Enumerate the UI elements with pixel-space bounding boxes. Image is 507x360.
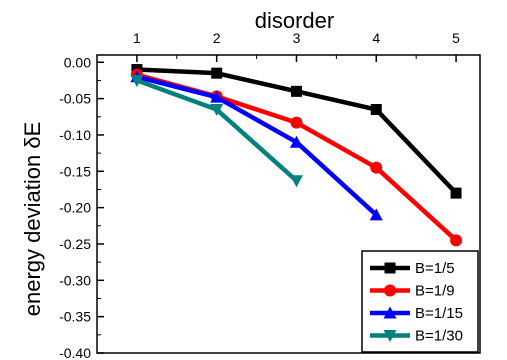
series-line	[136, 74, 378, 217]
legend-label: B=1/5	[415, 260, 455, 277]
x-tick-label: 2	[213, 30, 221, 46]
data-point	[370, 161, 383, 174]
y-tick-label: -0.30	[59, 272, 91, 288]
series-lines	[130, 64, 463, 247]
x-tick-label: 1	[133, 30, 141, 46]
y-tick-label: -0.15	[59, 163, 91, 179]
x-axis-title: disorder	[255, 8, 334, 33]
x-tick-label: 4	[372, 30, 380, 46]
y-tick-label: -0.35	[59, 309, 91, 325]
x-tick-label: 5	[452, 30, 460, 46]
legend: B=1/5 B=1/9 B=1/15 B=1/30	[361, 250, 479, 353]
y-tick-label: -0.25	[59, 236, 91, 252]
data-point	[290, 85, 302, 97]
data-point	[211, 67, 223, 79]
y-axis-title: energy deviation δE	[20, 122, 45, 316]
axis-ticks: 1 2 3 4 5 0.00 -0.05 -0.10 -0.15 -0.20 -0.25 -0.30 -…	[59, 30, 460, 360]
data-point	[369, 208, 383, 221]
legend-label: B=1/9	[415, 283, 455, 300]
y-tick-label: -0.40	[59, 345, 91, 360]
data-point	[450, 234, 463, 247]
y-tick-label: -0.20	[59, 200, 91, 216]
y-tick-label: -0.05	[59, 91, 91, 107]
data-point	[383, 330, 397, 342]
y-tick-label: 0.00	[64, 54, 91, 70]
data-point	[130, 74, 144, 87]
data-point	[290, 116, 303, 129]
data-point	[289, 135, 303, 148]
data-point	[450, 187, 462, 199]
y-tick-label: -0.10	[59, 127, 91, 143]
data-point	[289, 175, 303, 188]
data-point	[384, 262, 396, 274]
data-point	[383, 306, 397, 319]
data-point	[370, 104, 382, 116]
legend-label: B=1/30	[415, 328, 463, 345]
data-point	[210, 104, 224, 117]
plot-frame	[96, 54, 481, 354]
series	[130, 74, 303, 188]
data-point	[210, 90, 224, 103]
x-tick-label: 3	[293, 30, 301, 46]
data-point	[384, 284, 396, 297]
legend-label: B=1/15	[415, 305, 463, 322]
